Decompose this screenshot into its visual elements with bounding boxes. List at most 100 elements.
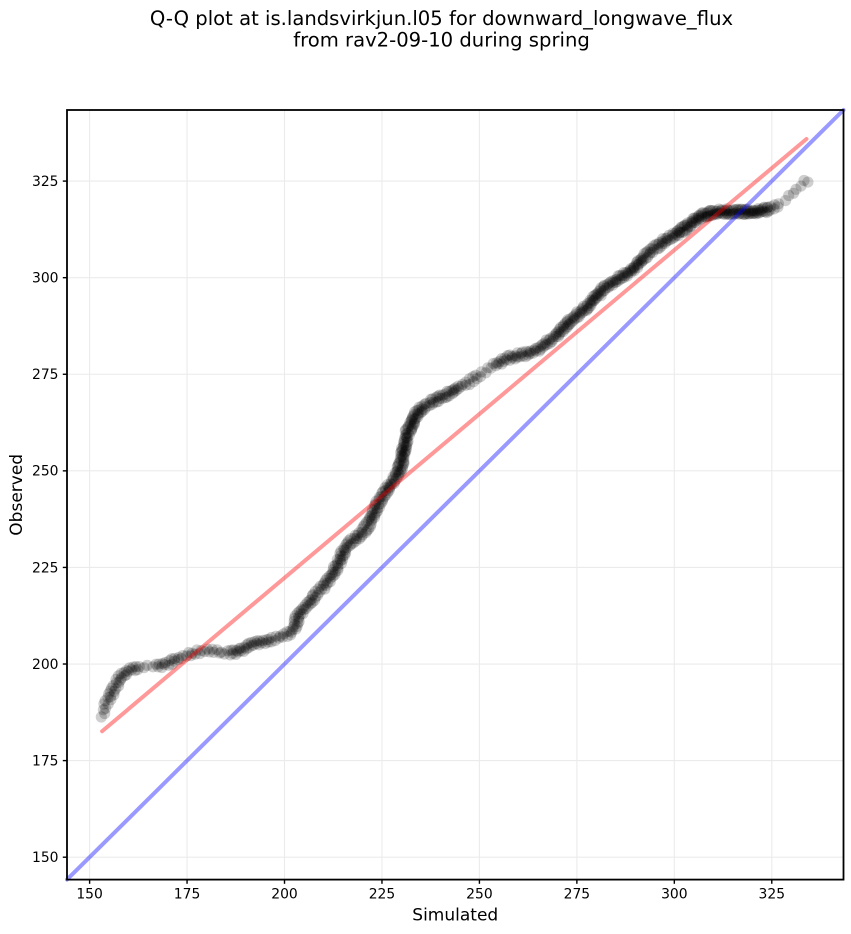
scatter-point [728,204,740,216]
scatter-point [743,208,755,220]
scatter-point [313,586,325,599]
scatter-point [406,412,418,424]
scatter-point [626,264,638,276]
scatter-point [312,583,324,595]
scatter-point [173,651,185,664]
grid-lines [67,110,844,880]
scatter-point [434,392,446,404]
scatter-point [292,607,304,619]
scatter-point [108,685,120,698]
scatter-point [592,288,604,300]
scatter-point [99,707,111,720]
scatter-point [594,284,607,296]
scatter-point [610,276,622,288]
scatter-point [329,566,341,578]
x-tick-label: 250 [466,887,493,903]
scatter-point [742,205,754,217]
scatter-point [256,637,268,649]
scatter-point [765,201,777,213]
scatter-point [669,227,682,239]
scatter-point [120,669,132,681]
scatter-point [561,316,574,328]
scatter-point [292,617,304,629]
scatter-point [711,208,723,221]
scatter-point [398,455,410,467]
scatter-point [391,466,403,478]
scatter-point [231,644,243,657]
scatter-point [637,251,649,263]
scatter-point [98,698,110,710]
scatter-point [729,208,741,220]
scatter-point [762,205,775,217]
scatter-point [110,673,122,686]
scatter-point [366,507,378,519]
scatter-point [284,625,296,637]
y-tick-label: 200 [32,657,59,673]
scatter-point [125,664,138,676]
scatter-point [399,448,411,460]
scatter-point [327,570,339,583]
scatter-point [532,342,544,354]
scatter-point [441,391,453,403]
scatter-point [752,204,764,216]
scatter-point [95,711,107,723]
scatter-point [341,541,353,554]
scatter-point [369,511,381,523]
scatter-point [105,694,117,706]
scatter-point [591,291,603,304]
scatter-point [387,473,399,485]
scatter-point [404,417,416,429]
scatter-point [105,682,118,694]
scatter-point [585,299,597,312]
scatter-point [340,547,352,559]
scatter-point [581,300,593,312]
scatter-point [288,615,300,628]
scatter-point [339,544,352,556]
scatter-point [648,244,660,256]
scatter-point [719,205,732,217]
scatter-point [635,256,648,268]
scatter-point [520,351,532,363]
scatter-point [260,634,273,646]
scatter-point [682,221,694,233]
scatter-point [274,630,286,642]
scatter-point [281,626,293,638]
scatter-point [553,323,565,335]
scatter-point [581,298,594,310]
scatter-point [546,335,558,348]
y-tick-label: 250 [32,464,59,480]
scatter-point [748,207,760,219]
scatter-point [426,393,439,405]
scatter-point [406,422,418,435]
scatter-point [636,255,648,267]
scatter-point [120,664,132,677]
scatter-point [653,242,666,254]
scatter-point [376,487,388,499]
scatter-point [430,391,442,403]
scatter-point [685,216,697,228]
scatter-point [319,574,332,587]
scatter-point [334,547,346,560]
scatter-point [432,395,445,408]
scatter-point [238,641,250,653]
scatter-point [717,208,730,220]
scatter-point [416,405,428,417]
scatter-point [362,515,374,527]
scatter-point [687,215,699,227]
scatter-point [522,346,535,358]
scatter-point [727,208,739,220]
scatter-point [100,702,112,714]
scatter-point [690,214,702,226]
scatter-point [635,252,647,265]
scatter-point [555,321,567,333]
scatter-point [618,272,630,284]
scatter-point [400,442,412,454]
scatter-point [384,481,396,493]
scatter-point [681,217,694,229]
scatter-point [381,479,393,491]
scatter-point [723,208,736,220]
scatter-point [745,207,757,219]
scatter-point [695,207,708,219]
scatter-point [388,477,400,489]
scatter-point [400,423,412,435]
